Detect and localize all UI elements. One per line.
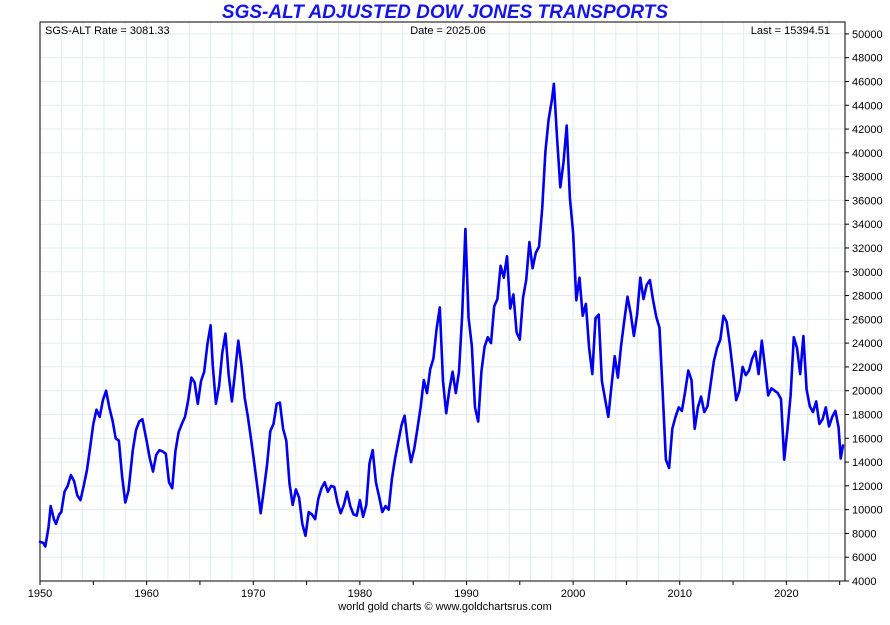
series-layer — [38, 82, 845, 548]
y-tick-label: 24000 — [852, 338, 883, 350]
y-tick-label: 22000 — [852, 362, 883, 374]
x-tick-label: 1970 — [241, 588, 265, 600]
y-tick-label: 10000 — [852, 505, 883, 517]
x-tick-label: 1980 — [348, 588, 372, 600]
y-tick-label: 12000 — [852, 481, 883, 493]
y-tick-label: 14000 — [852, 457, 883, 469]
y-tick-label: 38000 — [852, 172, 883, 184]
x-tick-label: 1990 — [454, 588, 478, 600]
y-tick-label: 18000 — [852, 409, 883, 421]
y-tick-label: 50000 — [852, 29, 883, 41]
x-tick-label: 2020 — [774, 588, 798, 600]
y-tick-label: 8000 — [852, 528, 876, 540]
y-tick-label: 4000 — [852, 576, 876, 588]
series-line — [38, 82, 845, 548]
info-left: SGS-ALT Rate = 3081.33 — [45, 25, 170, 37]
y-axis: 4000 6000 8000 10000 12000 14000 16000 18000 200… — [845, 29, 883, 588]
x-tick-label: 1960 — [134, 588, 158, 600]
y-tick-label: 26000 — [852, 314, 883, 326]
chart-title: SGS-ALT ADJUSTED DOW JONES TRANSPORTS — [221, 2, 669, 23]
x-axis: 1950 1960 1970 1980 1990 2000 2010 2020 — [28, 581, 841, 600]
y-tick-label: 34000 — [852, 219, 883, 231]
y-tick-label: 20000 — [852, 386, 883, 398]
y-tick-label: 44000 — [852, 100, 883, 112]
y-tick-label: 48000 — [852, 53, 883, 65]
x-tick-label: 1950 — [28, 588, 52, 600]
footer-credit: world gold charts © www.goldchartsrus.co… — [338, 601, 552, 613]
info-right: Last = 15394.51 — [751, 25, 830, 37]
y-tick-label: 42000 — [852, 124, 883, 136]
x-tick-label: 2000 — [561, 588, 585, 600]
y-tick-label: 32000 — [852, 243, 883, 255]
y-tick-label: 46000 — [852, 76, 883, 88]
info-center: Date = 2025.06 — [410, 25, 486, 37]
grid — [40, 22, 845, 582]
plot-frame — [39, 21, 846, 582]
y-tick-label: 28000 — [852, 291, 883, 303]
y-tick-label: 30000 — [852, 267, 883, 279]
y-tick-label: 36000 — [852, 195, 883, 207]
y-tick-label: 16000 — [852, 433, 883, 445]
y-tick-label: 40000 — [852, 148, 883, 160]
y-tick-label: 6000 — [852, 552, 876, 564]
x-tick-label: 2010 — [667, 588, 691, 600]
